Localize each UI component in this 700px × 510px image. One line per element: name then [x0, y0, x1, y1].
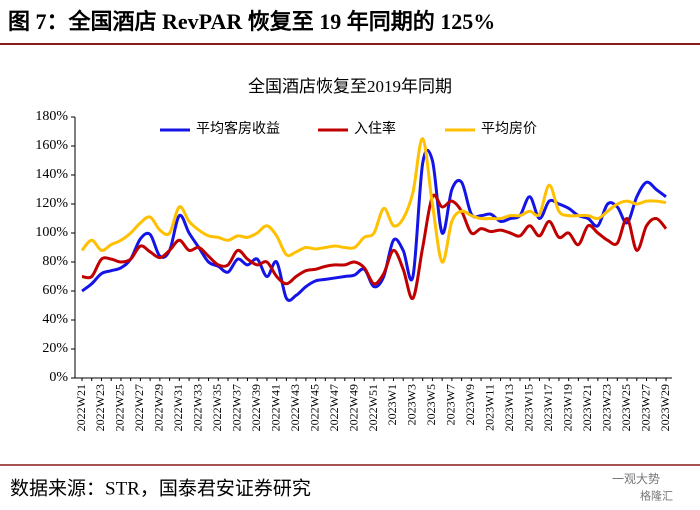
- y-tick-label: 60%: [42, 283, 68, 298]
- y-tick-label: 100%: [35, 225, 68, 240]
- x-tick-label: 2022W49: [346, 384, 360, 431]
- y-tick-label: 180%: [35, 109, 68, 124]
- legend-label: 平均房价: [481, 121, 537, 137]
- series-line: [81, 148, 667, 302]
- x-tick-label: 2022W29: [152, 384, 166, 431]
- x-tick-label: 2022W37: [229, 384, 243, 431]
- x-tick-label: 2022W39: [249, 384, 263, 431]
- legend-label: 平均客房收益: [196, 120, 280, 137]
- x-tick-label: 2023W29: [658, 384, 672, 431]
- x-tick-label: 2023W3: [405, 384, 419, 425]
- x-tick-label: 2023W11: [483, 384, 497, 431]
- x-tick-label: 2023W27: [638, 384, 652, 431]
- watermark: 格隆汇: [640, 489, 673, 503]
- y-tick-label: 80%: [42, 254, 68, 269]
- y-tick-label: 20%: [42, 341, 68, 356]
- x-tick-label: 2023W5: [424, 384, 438, 425]
- watermark: 一观大势: [612, 472, 660, 486]
- legend-label: 入住率: [354, 120, 396, 137]
- x-tick-label: 2023W25: [619, 384, 633, 431]
- x-tick-label: 2022W33: [191, 384, 205, 431]
- x-tick-label: 2022W27: [132, 384, 146, 431]
- y-tick-label: 120%: [35, 196, 68, 211]
- x-tick-label: 2022W23: [93, 384, 107, 431]
- x-tick-label: 2023W9: [463, 384, 477, 425]
- x-tick-label: 2022W51: [366, 384, 380, 431]
- x-tick-label: 2022W47: [327, 384, 341, 431]
- y-tick-label: 160%: [35, 138, 68, 153]
- series-line: [80, 137, 667, 264]
- x-tick-label: 2022W31: [171, 384, 185, 431]
- y-tick-label: 40%: [42, 312, 68, 327]
- x-tick-label: 2022W21: [74, 384, 88, 431]
- page-title: 图 7：全国酒店 RevPAR 恢复至 19 年同期的 125%: [8, 9, 495, 34]
- x-tick-label: 2022W25: [113, 384, 127, 431]
- x-tick-label: 2023W17: [541, 384, 555, 431]
- x-tick-label: 2023W15: [521, 384, 535, 431]
- series-line: [81, 193, 668, 300]
- chart-title: 全国酒店恢复至2019年同期: [248, 77, 452, 96]
- x-tick-label: 2023W1: [385, 384, 399, 425]
- y-tick-label: 140%: [35, 167, 68, 182]
- x-tick-label: 2022W41: [268, 384, 282, 431]
- x-tick-label: 2022W43: [288, 384, 302, 431]
- x-tick-label: 2023W19: [560, 384, 574, 431]
- x-tick-label: 2023W7: [444, 384, 458, 425]
- y-tick-label: 0%: [49, 370, 68, 385]
- x-tick-label: 2023W23: [599, 384, 613, 431]
- source: 数据来源：STR，国泰君安证券研究: [10, 477, 311, 499]
- x-tick-label: 2023W13: [502, 384, 516, 431]
- x-tick-label: 2022W35: [210, 384, 224, 431]
- x-tick-label: 2022W45: [307, 384, 321, 431]
- x-tick-label: 2023W21: [580, 384, 594, 431]
